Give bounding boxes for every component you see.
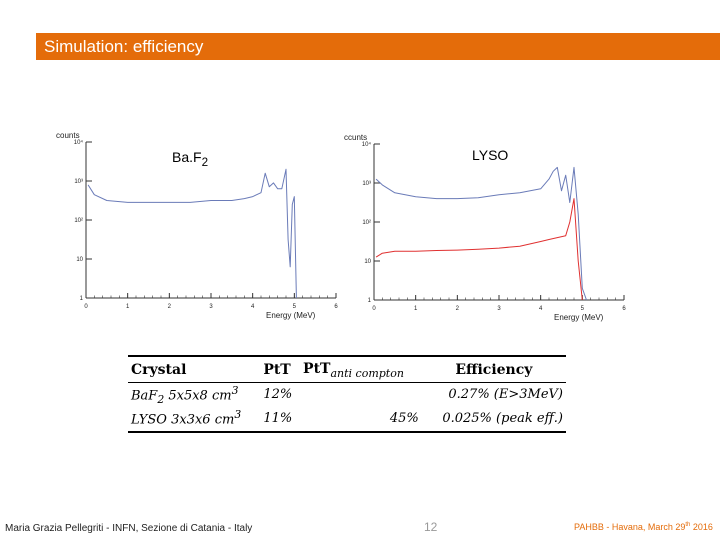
- x-tick-label: 0: [84, 304, 88, 310]
- x-tick-label: 1: [414, 306, 418, 312]
- series-spectrum: [375, 166, 587, 301]
- cell-efficiency: 0.025% (peak eff.): [421, 406, 566, 433]
- y-axis-label: counts: [56, 132, 80, 140]
- y-tick-label: 10: [364, 259, 371, 265]
- footer-event: PAHBB - Havana, March 29th 2016: [574, 522, 713, 532]
- cell-efficiency: 0.27% (E>3MeV): [448, 387, 563, 403]
- y-tick-label: 10: [76, 257, 83, 263]
- footer-event-sup: th: [685, 522, 691, 528]
- y-tick-label: 10²: [362, 220, 371, 226]
- crystal-dims: 5x5x8 cm: [164, 388, 232, 404]
- y-tick-label: 1: [80, 296, 84, 302]
- baf2-plot: 0 1 2 3 4 5 6 1 10 10² 10³ 10⁴ counts Energy (MeV): [48, 132, 338, 327]
- cell-crystal: LYSO 3x3x6 cm3: [128, 406, 261, 433]
- baf2-label-sub: 2: [201, 155, 209, 169]
- lyso-label: LYSO: [472, 147, 508, 163]
- x-tick-label: 3: [497, 306, 501, 312]
- table-row: BaF2 5x5x8 cm3 12% 0.27% (E>3MeV): [128, 382, 566, 406]
- header-ptt: PtT: [260, 354, 301, 383]
- cell-ptt-anti: 45%: [300, 406, 422, 433]
- lyso-label-text: LYSO: [472, 147, 509, 163]
- lyso-plot: 0 1 2 3 4 5 6 1 10 10² 10³ 10⁴ ccunts Energy (MeV): [336, 134, 626, 324]
- title-bar: Simulation: efficiency: [36, 33, 720, 60]
- page-number: 12: [424, 520, 438, 534]
- cell-crystal: BaF2 5x5x8 cm3: [128, 382, 260, 406]
- crystal-sub: 2: [157, 392, 165, 406]
- x-tick-label: 4: [251, 304, 255, 310]
- x-tick-label: 2: [456, 306, 460, 312]
- y-tick-label: 10²: [74, 218, 83, 224]
- baf2-label: Ba.F2: [172, 149, 208, 169]
- footer-event-year: 2016: [690, 522, 713, 532]
- x-tick-label: 0: [372, 306, 376, 312]
- results-table: Crystal PtT PtTanti compton Efficiency B…: [128, 354, 566, 433]
- x-tick-label: 2: [168, 304, 172, 310]
- crystal-dims: 3x3x6 cm: [166, 412, 235, 428]
- cell-ptt-anti: [300, 382, 422, 406]
- x-tick-label: 5: [581, 306, 585, 312]
- x-tick-label: 6: [334, 304, 338, 310]
- header-ptt-anti-sub: anti compton: [330, 366, 404, 380]
- series-spectrum: [87, 168, 297, 299]
- x-tick-label: 6: [622, 306, 626, 312]
- crystal-name: BaF: [131, 388, 158, 404]
- x-axis-label: Energy (MeV): [266, 311, 316, 320]
- cell-ptt: 12%: [263, 387, 293, 403]
- cell-ptt: 11%: [260, 406, 301, 433]
- x-tick-label: 3: [209, 304, 213, 310]
- header-crystal: Crystal: [128, 354, 261, 383]
- x-axis-label: Energy (MeV): [554, 313, 604, 322]
- y-tick-label: 10³: [74, 179, 83, 185]
- y-tick-label: 10⁴: [74, 139, 84, 146]
- y-tick-label: 10⁴: [362, 141, 372, 148]
- header-ptt-anti-main: PtT: [303, 361, 331, 377]
- crystal-name: LYSO: [131, 412, 167, 428]
- x-tick-label: 4: [539, 306, 543, 312]
- y-tick-label: 10³: [362, 181, 371, 187]
- table-row: LYSO 3x3x6 cm3 11% 45% 0.025% (peak eff.…: [128, 406, 566, 433]
- baf2-label-main: Ba.F: [172, 149, 202, 165]
- footer-event-text: PAHBB - Havana, March 29: [574, 522, 686, 532]
- x-tick-label: 1: [126, 304, 130, 310]
- crystal-dims-sup: 3: [234, 407, 242, 421]
- footer-author: Maria Grazia Pellegriti - INFN, Sezione …: [5, 523, 253, 534]
- x-tick-label: 5: [293, 304, 297, 310]
- slide-title: Simulation: efficiency: [44, 37, 204, 56]
- y-tick-label: 1: [368, 298, 372, 304]
- table-header-row: Crystal PtT PtTanti compton Efficiency: [128, 354, 566, 383]
- crystal-dims-sup: 3: [231, 383, 239, 397]
- header-efficiency: Efficiency: [421, 354, 566, 383]
- series-anti-compton: [375, 198, 583, 301]
- header-ptt-anti: PtTanti compton: [300, 354, 422, 383]
- y-axis-label: ccunts: [344, 134, 367, 142]
